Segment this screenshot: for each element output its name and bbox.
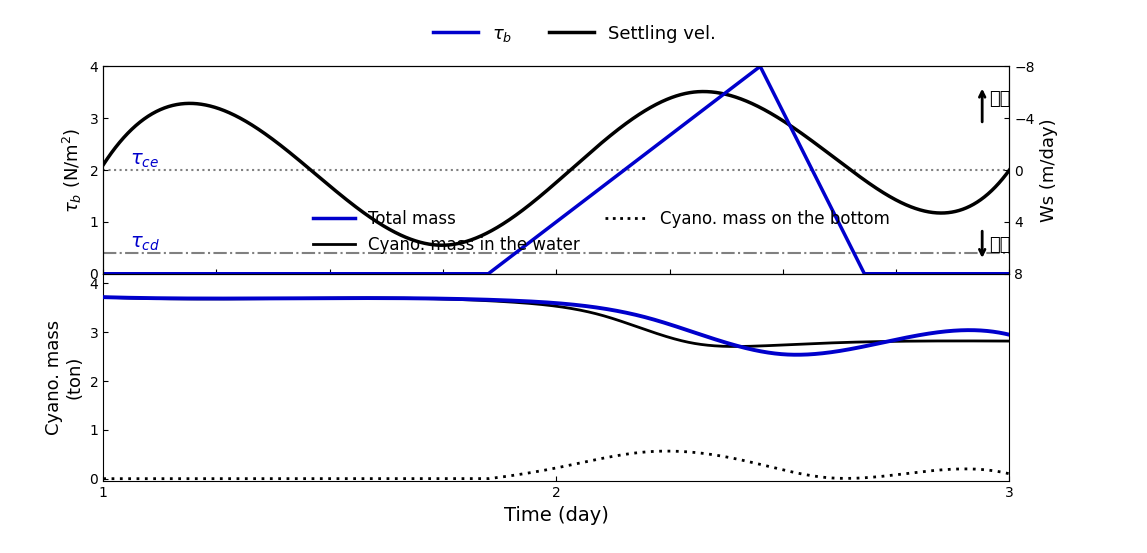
Text: 침강: 침강 (989, 236, 1011, 254)
Legend: $\tau_b$, Settling vel.: $\tau_b$, Settling vel. (426, 17, 724, 51)
Text: $\tau_{ce}$: $\tau_{ce}$ (131, 151, 159, 170)
Text: 부상: 부상 (989, 90, 1011, 108)
Text: $\tau_{cd}$: $\tau_{cd}$ (131, 234, 161, 253)
Y-axis label: $\tau_b$ (N/m$^2$): $\tau_b$ (N/m$^2$) (61, 127, 84, 213)
Legend: Total mass, Cyano. mass in the water, Cyano. mass on the bottom: Total mass, Cyano. mass in the water, Cy… (306, 204, 897, 261)
X-axis label: Time (day): Time (day) (504, 505, 609, 525)
Y-axis label: Ws (m/day): Ws (m/day) (1040, 118, 1059, 222)
Y-axis label: Cyano. mass
(ton): Cyano. mass (ton) (45, 320, 84, 435)
